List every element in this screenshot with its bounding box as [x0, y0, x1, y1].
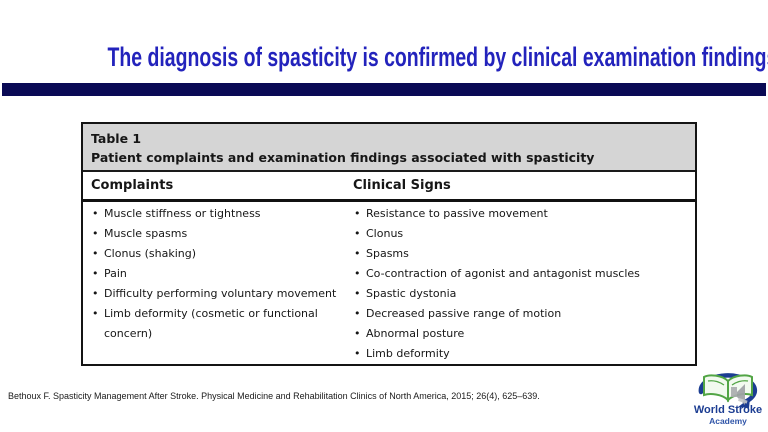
table-caption: Patient complaints and examination findi…: [91, 150, 595, 165]
logo-text-academy: Academy: [709, 416, 747, 426]
list-item: Spastic dystonia: [353, 284, 691, 304]
page-title: The diagnosis of spasticity is confirmed…: [107, 42, 768, 72]
list-item: Difficulty performing voluntary movement: [91, 284, 341, 304]
list-item: Pain: [91, 264, 341, 284]
table-label: Table 1: [91, 131, 142, 146]
column-header-complaints: Complaints: [91, 178, 174, 193]
logo-text-world-stroke: World Stroke: [693, 404, 763, 416]
column-header-clinical-signs: Clinical Signs: [353, 178, 451, 193]
list-item: Limb deformity: [353, 344, 691, 364]
table-card: Table 1 Patient complaints and examinati…: [81, 122, 697, 366]
list-item: Co-contraction of agonist and antagonist…: [353, 264, 691, 284]
list-item: Clonus: [353, 224, 691, 244]
list-item: Resistance to passive movement: [353, 204, 691, 224]
table-column-headers: Complaints Clinical Signs: [83, 172, 695, 202]
list-item: Limb deformity (cosmetic or functional c…: [91, 304, 341, 344]
list-item: Spasms: [353, 244, 691, 264]
logo-graphic: [698, 373, 758, 408]
table-header: Table 1 Patient complaints and examinati…: [83, 124, 695, 172]
list-item: Muscle spasms: [91, 224, 341, 244]
table-body: Muscle stiffness or tightness Muscle spa…: [83, 202, 695, 364]
speaker-icon[interactable]: [731, 384, 748, 405]
citation: Bethoux F. Spasticity Management After S…: [8, 391, 540, 401]
clinical-signs-list: Resistance to passive movement Clonus Sp…: [353, 204, 691, 364]
list-item: Muscle stiffness or tightness: [91, 204, 341, 224]
complaints-list: Muscle stiffness or tightness Muscle spa…: [91, 204, 341, 364]
list-item: Clonus (shaking): [91, 244, 341, 264]
world-stroke-academy-logo: World Stroke Academy: [689, 362, 767, 426]
list-item: Decreased passive range of motion: [353, 304, 691, 324]
title-underline-bar: [2, 83, 766, 96]
list-item: Abnormal posture: [353, 324, 691, 344]
